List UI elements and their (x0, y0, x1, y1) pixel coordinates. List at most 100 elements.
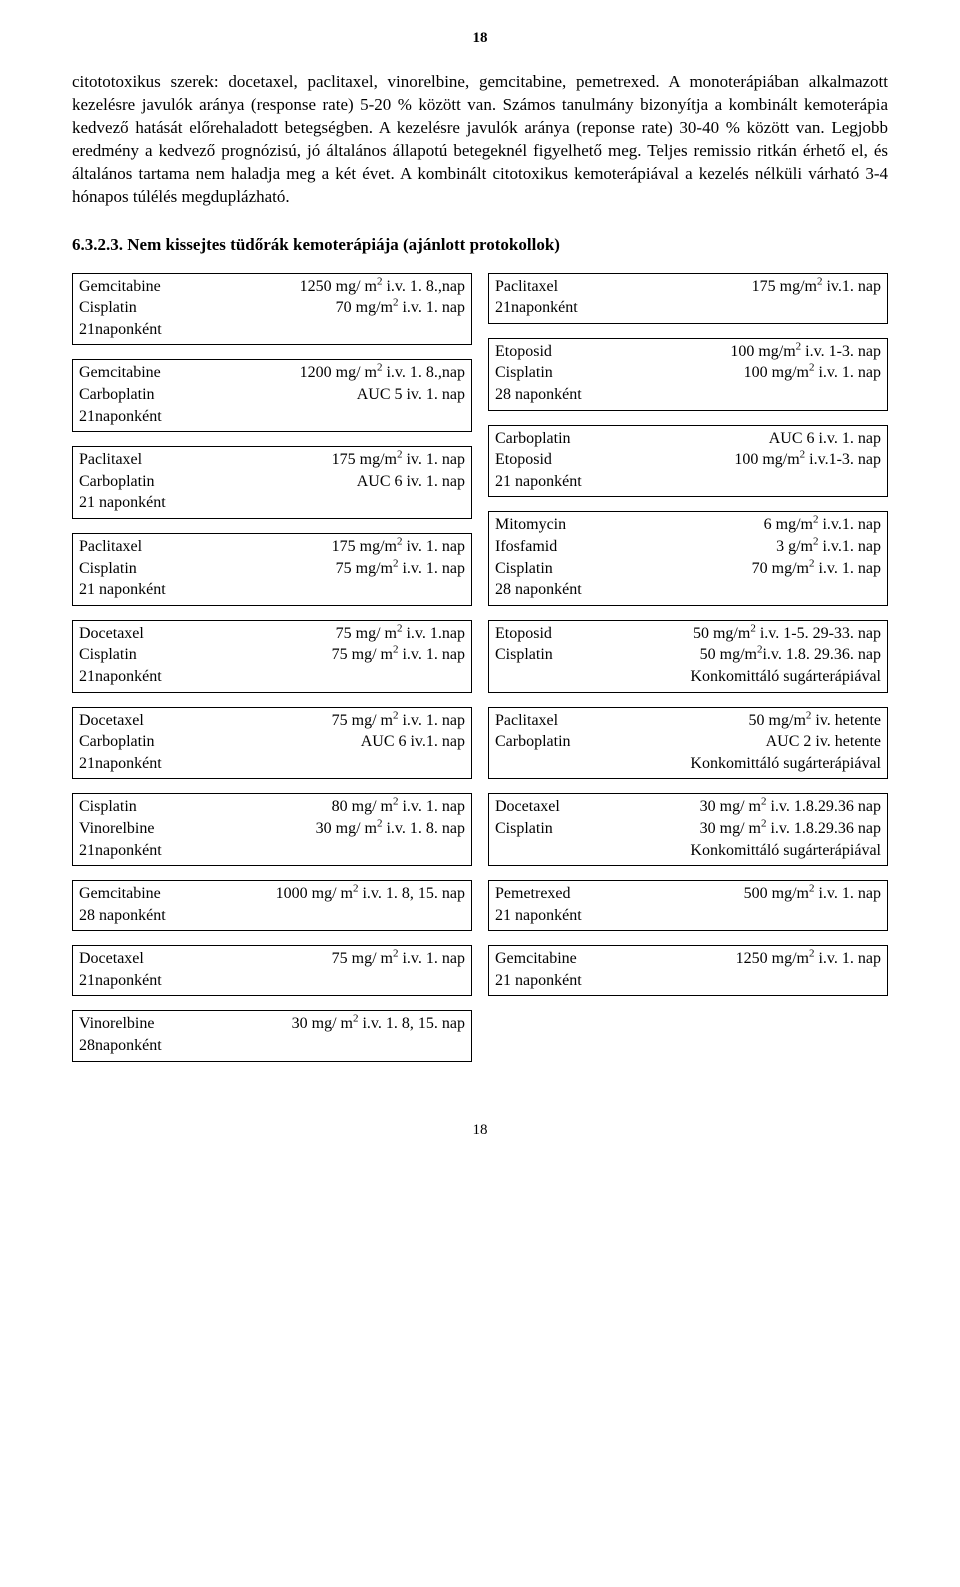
protocol-columns: Gemcitabine 1250 mg/ m2 i.v. 1. 8.,nap Cis… (72, 273, 888, 1062)
drug-name: Cisplatin (495, 558, 553, 580)
drug-row: Gemcitabine1000 mg/ m2 i.v. 1. 8, 15. na… (79, 883, 465, 905)
protocol-block: Docetaxel30 mg/ m2 i.v. 1.8.29.36 napCis… (488, 793, 888, 866)
drug-name: Docetaxel (79, 948, 144, 970)
drug-dose: 3 g/m2 i.v.1. nap (776, 536, 881, 558)
frequency: 21naponként (79, 840, 465, 862)
drug-dose: 100 mg/m2 i.v.1-3. nap (734, 449, 881, 471)
extra-note: Konkomittáló sugárterápiával (690, 666, 881, 688)
drug-dose: 50 mg/m2i.v. 1.8. 29.36. nap (700, 644, 881, 666)
drug-dose: 6 mg/m2 i.v.1. nap (764, 514, 881, 536)
drug-dose: 175 mg/m2 iv. 1. nap (332, 536, 465, 558)
drug-name: Paclitaxel (79, 536, 142, 558)
protocol-block: Vinorelbine30 mg/ m2 i.v. 1. 8, 15. nap2… (72, 1010, 472, 1061)
drug-name: Gemcitabine (79, 276, 161, 298)
protocol-block: Docetaxel75 mg/ m2 i.v. 1. nap21naponkén… (72, 945, 472, 996)
drug-dose: 75 mg/ m2 i.v. 1. nap (332, 948, 465, 970)
drug-name: Carboplatin (495, 731, 571, 753)
drug-row: Etoposid100 mg/m2 i.v. 1-3. nap (495, 341, 881, 363)
drug-row: Docetaxel75 mg/ m2 i.v. 1. nap (79, 710, 465, 732)
drug-dose: AUC 5 iv. 1. nap (357, 384, 465, 406)
drug-row: Docetaxel75 mg/ m2 i.v. 1.nap (79, 623, 465, 645)
protocol-block: Pemetrexed500 mg/m2 i.v. 1. nap21 naponk… (488, 880, 888, 931)
extra-note-row: Konkomittáló sugárterápiával (495, 840, 881, 862)
drug-dose: AUC 6 iv.1. nap (361, 731, 465, 753)
drug-row: Carboplatin AUC 6 iv.1. nap (79, 731, 465, 753)
drug-name: Cisplatin (79, 558, 137, 580)
drug-name: Docetaxel (79, 623, 144, 645)
drug-row: Vinorelbine30 mg/ m2 i.v. 1. 8, 15. nap (79, 1013, 465, 1035)
extra-note: Konkomittáló sugárterápiával (690, 840, 881, 862)
drug-row: Vinorelbine30 mg/ m2 i.v. 1. 8. nap (79, 818, 465, 840)
intro-paragraph: citototoxikus szerek: docetaxel, paclita… (72, 71, 888, 209)
protocol-block: Mitomycin6 mg/m2 i.v.1. napIfosfamid 3 g/… (488, 511, 888, 605)
drug-dose: 1250 mg/ m2 i.v. 1. 8.,nap (300, 276, 465, 298)
drug-name: Paclitaxel (79, 449, 142, 471)
drug-name: Carboplatin (79, 731, 155, 753)
protocol-block: Paclitaxel175 mg/m2 iv. 1. napCisplatin7… (72, 533, 472, 606)
drug-dose: 1200 mg/ m2 i.v. 1. 8.,nap (300, 362, 465, 384)
page-number-bottom: 18 (72, 1122, 888, 1139)
drug-name: Cisplatin (495, 362, 553, 384)
drug-name: Gemcitabine (79, 362, 161, 384)
protocol-block: Docetaxel75 mg/ m2 i.v. 1.napCisplatin 75… (72, 620, 472, 693)
protocol-block: Etoposid50 mg/m2 i.v. 1-5. 29-33. napCis… (488, 620, 888, 693)
extra-note: Konkomittáló sugárterápiával (690, 753, 881, 775)
frequency: 28 naponként (495, 579, 881, 601)
drug-row: Cisplatin 50 mg/m2i.v. 1.8. 29.36. nap (495, 644, 881, 666)
drug-row: Paclitaxel50 mg/m2 iv. hetente (495, 710, 881, 732)
frequency: 21naponként (495, 297, 881, 319)
drug-dose: 175 mg/m2 iv.1. nap (752, 276, 881, 298)
protocol-block: Paclitaxel175 mg/m2 iv. 1. napCarboplati… (72, 446, 472, 519)
drug-dose: 30 mg/ m2 i.v. 1.8.29.36 nap (700, 818, 881, 840)
protocol-block: Paclitaxel 175 mg/m2 iv.1. nap21naponként (488, 273, 888, 324)
drug-name: Ifosfamid (495, 536, 557, 558)
drug-row: Cisplatin 70 mg/m2 i.v. 1. nap (495, 558, 881, 580)
frequency: 21 naponként (495, 471, 881, 493)
drug-row: Ifosfamid 3 g/m2 i.v.1. nap (495, 536, 881, 558)
frequency: 21naponként (79, 753, 465, 775)
drug-name: Cisplatin (79, 297, 137, 319)
drug-dose: 30 mg/ m2 i.v. 1. 8, 15. nap (292, 1013, 465, 1035)
drug-name: Docetaxel (495, 796, 560, 818)
frequency: 21 naponként (79, 492, 465, 514)
drug-dose: AUC 6 iv. 1. nap (357, 471, 465, 493)
drug-row: Cisplatin100 mg/m2 i.v. 1. nap (495, 362, 881, 384)
drug-name: Etoposid (495, 449, 552, 471)
frequency: 28naponként (79, 1035, 465, 1057)
drug-name: Cisplatin (79, 796, 137, 818)
protocol-block: Gemcitabine 1200 mg/ m2 i.v. 1. 8.,napCar… (72, 359, 472, 432)
extra-note-row: Konkomittáló sugárterápiával (495, 666, 881, 688)
extra-note-row: Konkomittáló sugárterápiával (495, 753, 881, 775)
drug-name: Carboplatin (495, 428, 571, 450)
drug-name: Paclitaxel (495, 276, 558, 298)
page: 18 citototoxikus szerek: docetaxel, pacl… (0, 0, 960, 1179)
drug-row: Mitomycin6 mg/m2 i.v.1. nap (495, 514, 881, 536)
drug-row: Carboplatin AUC 6 iv. 1. nap (79, 471, 465, 493)
drug-name: Paclitaxel (495, 710, 558, 732)
protocol-block: Gemcitabine1250 mg/m2 i.v. 1. nap21 napo… (488, 945, 888, 996)
drug-dose: AUC 2 iv. hetente (766, 731, 881, 753)
drug-row: Cisplatin 75 mg/ m2 i.v. 1. nap (79, 644, 465, 666)
drug-row: Etoposid50 mg/m2 i.v. 1-5. 29-33. nap (495, 623, 881, 645)
drug-dose: 70 mg/m2 i.v. 1. nap (752, 558, 881, 580)
drug-row: Docetaxel30 mg/ m2 i.v. 1.8.29.36 nap (495, 796, 881, 818)
drug-name: Cisplatin (79, 644, 137, 666)
drug-row: Cisplatin80 mg/ m2 i.v. 1. nap (79, 796, 465, 818)
drug-name: Cisplatin (495, 644, 553, 666)
frequency: 28 naponként (79, 905, 465, 927)
drug-row: Carboplatin AUC 2 iv. hetente (495, 731, 881, 753)
right-column: Paclitaxel 175 mg/m2 iv.1. nap21naponként… (488, 273, 888, 1062)
page-number-top: 18 (72, 30, 888, 47)
protocol-block: Paclitaxel50 mg/m2 iv. hetenteCarboplati… (488, 707, 888, 780)
drug-name: Etoposid (495, 623, 552, 645)
drug-dose: 75 mg/ m2 i.v. 1. nap (332, 644, 465, 666)
frequency: 21 naponként (495, 905, 881, 927)
drug-row: Gemcitabine1250 mg/m2 i.v. 1. nap (495, 948, 881, 970)
drug-row: CarboplatinAUC 5 iv. 1. nap (79, 384, 465, 406)
drug-name: Pemetrexed (495, 883, 571, 905)
drug-dose: 100 mg/m2 i.v. 1-3. nap (730, 341, 881, 363)
drug-name: Carboplatin (79, 471, 155, 493)
left-column: Gemcitabine 1250 mg/ m2 i.v. 1. 8.,nap Cis… (72, 273, 472, 1062)
drug-row: Etoposid 100 mg/m2 i.v.1-3. nap (495, 449, 881, 471)
drug-name: Vinorelbine (79, 818, 154, 840)
